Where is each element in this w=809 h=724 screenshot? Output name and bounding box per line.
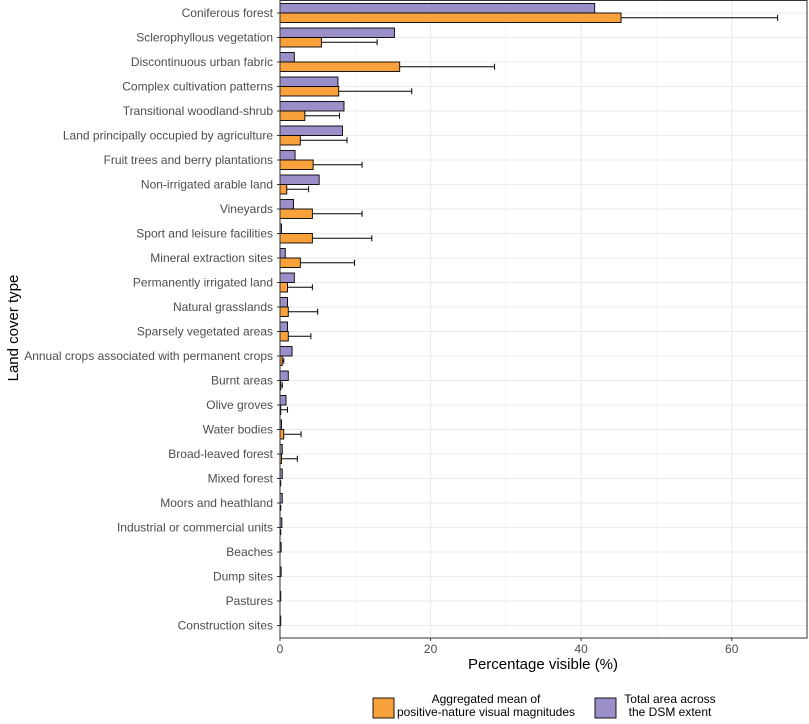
bar-aggregated-mean [279,110,306,121]
bar-aggregated-mean [279,86,340,97]
bar-total-area [279,272,295,283]
y-tick-label: Fruit trees and berry plantations [104,153,273,167]
bar-total-area [279,248,286,259]
y-tick-label: Sclerophyllous vegetation [136,31,273,45]
bar-total-area [279,321,288,332]
y-tick-label: Beaches [226,545,273,559]
bar-aggregated-mean [279,184,288,195]
bar-aggregated-mean [279,37,322,48]
bar-total-area [279,346,293,357]
y-tick-label: Industrial or commercial units [117,521,273,535]
bar-total-area [279,150,296,161]
bar-total-area [279,52,295,63]
legend-label: Aggregated mean of [432,692,541,706]
y-tick-label: Vineyards [220,202,273,216]
bar-total-area [279,199,295,210]
y-tick-label: Mineral extraction sites [150,251,273,265]
x-axis-title: Percentage visible (%) [468,656,618,673]
error-bars [280,14,779,536]
panel-border [279,0,808,639]
x-tick-label: 40 [574,642,588,656]
bar-aggregated-mean [279,429,285,440]
bar-aggregated-mean [279,135,301,146]
y-tick-label: Olive groves [206,398,273,412]
y-tick-label: Non-irrigated arable land [141,178,273,192]
legend-key [372,697,395,719]
y-tick-label: Transitional woodland-shrub [123,104,274,118]
y-tick-label: Coniferous forest [182,6,274,20]
legend-label: positive-nature visual magnitudes [397,705,575,719]
y-tick-label: Pastures [226,594,273,608]
bar-aggregated-mean [279,159,314,170]
bar-aggregated-mean [279,233,313,244]
y-tick-label: Annual crops associated with permanent c… [24,349,273,363]
bar-total-area [279,297,288,308]
legend-label: the DSM extent [629,705,712,719]
y-tick-label: Broad-leaved forest [168,447,273,461]
y-tick-label: Sport and leisure facilities [136,227,273,241]
y-tick-label: Water bodies [203,423,273,437]
y-tick-label: Natural grasslands [173,300,273,314]
x-tick-label: 0 [277,642,284,656]
x-tick-label: 20 [424,642,438,656]
bar-aggregated-mean [279,331,289,342]
y-tick-label: Dump sites [213,570,273,584]
bar-aggregated-mean [279,208,313,219]
y-tick-label: Burnt areas [211,374,273,388]
legend-key [594,697,617,719]
bar-total-area [279,395,287,406]
bar-aggregated-mean [279,12,622,23]
x-axis-ticks: 0 20 40 60 [277,638,739,656]
y-tick-label: Complex cultivation patterns [122,80,273,94]
bar-total-area [279,370,289,381]
y-tick-label: Construction sites [178,619,273,633]
y-tick-label: Mixed forest [208,472,274,486]
y-axis-ticks: Coniferous forest Sclerophyllous vegetati… [24,6,280,633]
legend-label: Total area across [624,692,715,706]
y-tick-label: Permanently irrigated land [133,276,273,290]
bar-total-area [279,174,320,185]
y-tick-label: Moors and heathland [160,496,273,510]
bar-total-area [279,101,345,112]
y-tick-label: Land principally occupied by agriculture [63,129,273,143]
bars [279,3,622,626]
bar-total-area [279,76,339,87]
bar-total-area [279,3,596,14]
bar-total-area [279,27,395,38]
y-axis-title: Land cover type [5,275,22,382]
bar-aggregated-mean [279,282,288,293]
y-tick-label: Sparsely vegetated areas [137,325,273,339]
y-tick-label: Discontinuous urban fabric [131,55,273,69]
bar-aggregated-mean [279,257,301,268]
bar-aggregated-mean [279,61,401,72]
bar-aggregated-mean [279,306,289,317]
x-tick-label: 60 [725,642,739,656]
bar-total-area [279,125,343,136]
